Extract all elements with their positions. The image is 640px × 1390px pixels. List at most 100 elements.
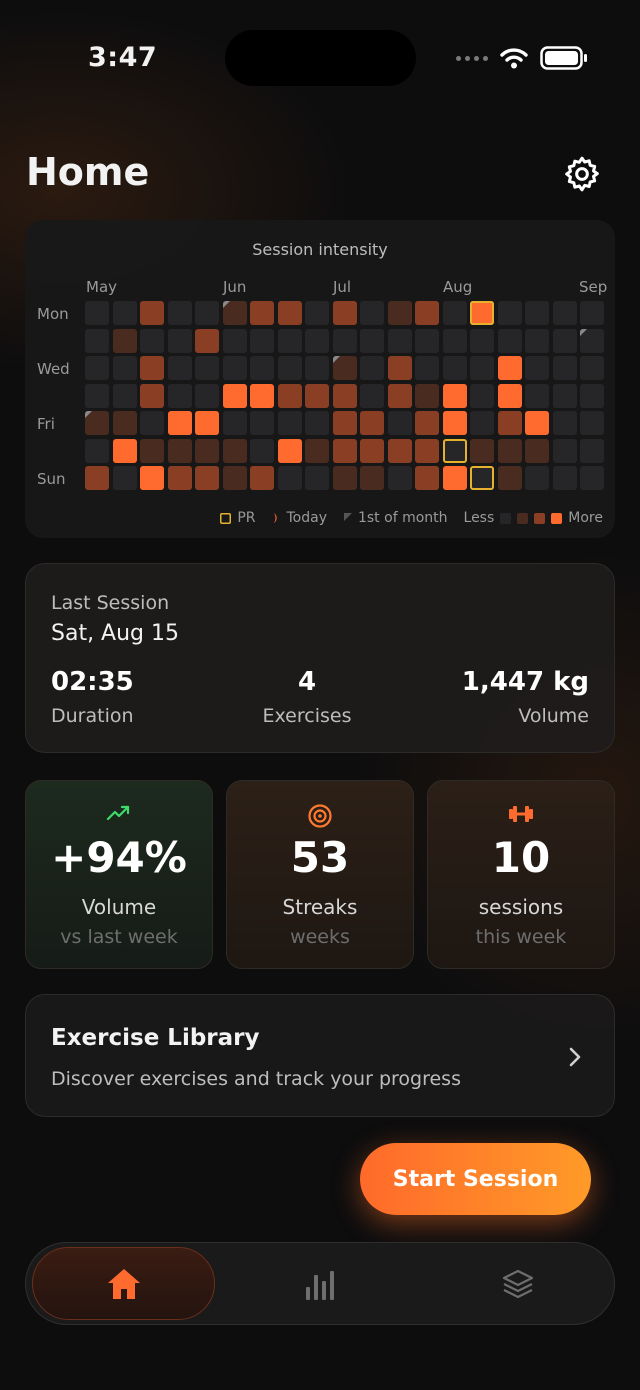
heatmap-cell[interactable]: [360, 411, 384, 435]
heatmap-cell[interactable]: [332, 411, 357, 435]
heatmap-cell[interactable]: [167, 301, 192, 325]
heatmap-cell[interactable]: [580, 328, 604, 353]
heatmap-cell[interactable]: [360, 466, 384, 490]
heatmap-cell[interactable]: [222, 356, 247, 380]
heatmap-cell[interactable]: [112, 356, 137, 380]
heatmap-cell[interactable]: [222, 328, 247, 353]
heatmap-cell[interactable]: [140, 438, 164, 463]
heatmap-cell[interactable]: [387, 438, 412, 463]
heatmap-cell[interactable]: [442, 328, 467, 353]
heatmap-cell[interactable]: [525, 328, 549, 353]
heatmap-cell[interactable]: [250, 383, 274, 408]
heatmap-cell[interactable]: [360, 383, 384, 408]
heatmap-cell[interactable]: [497, 466, 522, 490]
heatmap-cell[interactable]: [277, 411, 302, 435]
heatmap-cell[interactable]: [195, 301, 219, 325]
heatmap-cell[interactable]: [387, 383, 412, 408]
heatmap-cell[interactable]: [85, 301, 109, 325]
heatmap-cell[interactable]: [497, 328, 522, 353]
tab-library[interactable]: [426, 1247, 609, 1320]
heatmap-cell[interactable]: [85, 438, 109, 463]
heatmap-cell[interactable]: [222, 438, 247, 463]
heatmap-cell[interactable]: [580, 411, 604, 435]
heatmap-cell[interactable]: [332, 466, 357, 490]
heatmap-cell[interactable]: [167, 383, 192, 408]
heatmap-cell[interactable]: [195, 411, 219, 435]
heatmap-cell[interactable]: [442, 383, 467, 408]
heatmap-cell[interactable]: [552, 356, 577, 380]
heatmap-cell[interactable]: [305, 411, 329, 435]
heatmap-cell[interactable]: [415, 438, 439, 463]
heatmap-cell[interactable]: [497, 411, 522, 435]
heatmap-cell[interactable]: [167, 438, 192, 463]
heatmap-cell[interactable]: [415, 301, 439, 325]
heatmap-cell[interactable]: [277, 301, 302, 325]
heatmap-cell[interactable]: [360, 328, 384, 353]
heatmap-cell[interactable]: [442, 301, 467, 325]
heatmap-cell[interactable]: [332, 383, 357, 408]
heatmap-cell[interactable]: [580, 301, 604, 325]
heatmap-cell[interactable]: [497, 301, 522, 325]
heatmap-cell[interactable]: [552, 328, 577, 353]
heatmap-cell[interactable]: [85, 383, 109, 408]
heatmap-cell[interactable]: [580, 383, 604, 408]
heatmap-cell[interactable]: [112, 328, 137, 353]
heatmap-cell[interactable]: [85, 411, 109, 435]
heatmap-cell[interactable]: [195, 383, 219, 408]
heatmap-cell[interactable]: [332, 301, 357, 325]
heatmap-cell[interactable]: [140, 301, 164, 325]
heatmap-cell[interactable]: [415, 466, 439, 490]
heatmap-cell[interactable]: [250, 411, 274, 435]
heatmap-cell[interactable]: [470, 466, 494, 490]
heatmap-cell[interactable]: [305, 301, 329, 325]
heatmap-cell[interactable]: [497, 356, 522, 380]
tab-home[interactable]: [32, 1247, 215, 1320]
heatmap-cell[interactable]: [305, 383, 329, 408]
gear-icon[interactable]: [562, 154, 602, 194]
heatmap-cell[interactable]: [387, 411, 412, 435]
heatmap-cell[interactable]: [470, 328, 494, 353]
heatmap-cell[interactable]: [140, 383, 164, 408]
heatmap-cell[interactable]: [277, 383, 302, 408]
heatmap-cell[interactable]: [277, 356, 302, 380]
heatmap-cell[interactable]: [552, 411, 577, 435]
heatmap-cell[interactable]: [332, 438, 357, 463]
heatmap-cell[interactable]: [222, 466, 247, 490]
start-session-button[interactable]: Start Session: [360, 1143, 591, 1215]
heatmap-cell[interactable]: [525, 301, 549, 325]
heatmap-cell[interactable]: [470, 411, 494, 435]
heatmap-cell[interactable]: [525, 383, 549, 408]
heatmap-cell[interactable]: [250, 328, 274, 353]
heatmap-cell[interactable]: [85, 356, 109, 380]
heatmap-cell[interactable]: [387, 301, 412, 325]
heatmap-cell[interactable]: [277, 328, 302, 353]
heatmap-cell[interactable]: [112, 411, 137, 435]
heatmap-cell[interactable]: [112, 438, 137, 463]
heatmap-cell[interactable]: [305, 466, 329, 490]
heatmap-cell[interactable]: [112, 301, 137, 325]
heatmap-cell[interactable]: [470, 356, 494, 380]
heatmap-cell[interactable]: [552, 383, 577, 408]
heatmap-cell[interactable]: [525, 466, 549, 490]
heatmap-cell[interactable]: [360, 301, 384, 325]
heatmap-cell[interactable]: [140, 466, 164, 490]
heatmap-cell[interactable]: [195, 356, 219, 380]
heatmap-cell[interactable]: [112, 466, 137, 490]
streaks-card[interactable]: 53 Streaks weeks: [226, 780, 414, 969]
heatmap-cell[interactable]: [140, 328, 164, 353]
heatmap-cell[interactable]: [250, 466, 274, 490]
heatmap-cell[interactable]: [525, 356, 549, 380]
heatmap-cell[interactable]: [195, 328, 219, 353]
heatmap-cell[interactable]: [497, 438, 522, 463]
heatmap-cell[interactable]: [195, 438, 219, 463]
heatmap-cell[interactable]: [222, 383, 247, 408]
heatmap-cell[interactable]: [167, 356, 192, 380]
heatmap-cell[interactable]: [332, 328, 357, 353]
heatmap-cell[interactable]: [222, 301, 247, 325]
heatmap-cell[interactable]: [85, 466, 109, 490]
heatmap-cell[interactable]: [415, 356, 439, 380]
heatmap-cell[interactable]: [552, 438, 577, 463]
heatmap-cell[interactable]: [387, 356, 412, 380]
heatmap-cell[interactable]: [552, 466, 577, 490]
heatmap-cell[interactable]: [525, 411, 549, 435]
